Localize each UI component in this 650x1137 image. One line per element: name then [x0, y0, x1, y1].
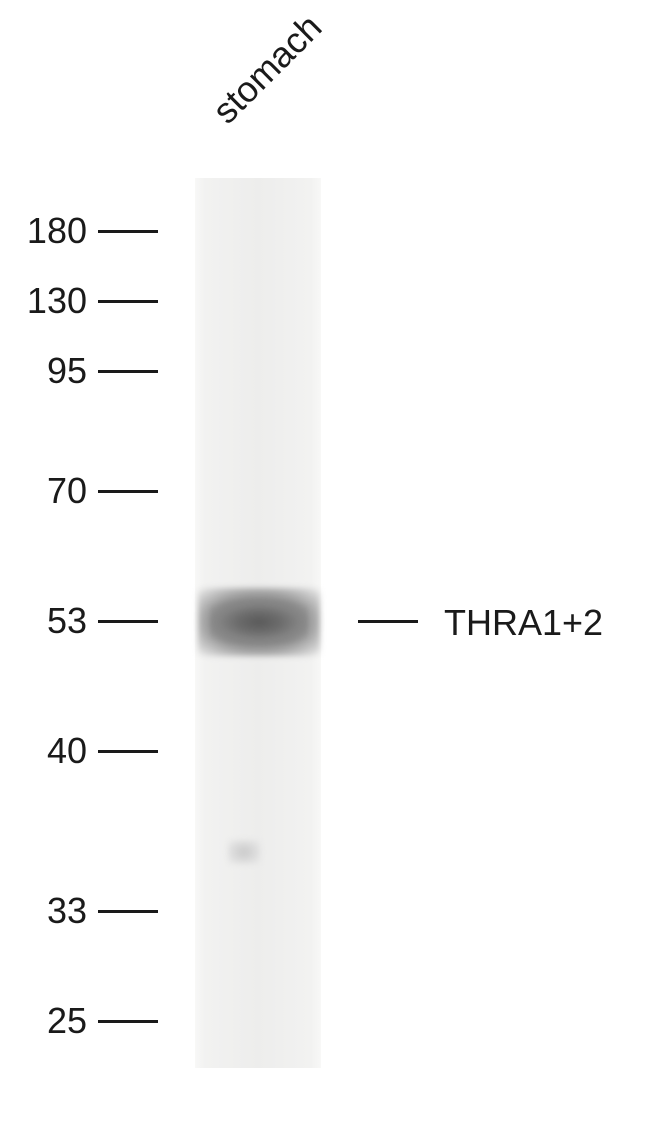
marker-tick-53 [98, 620, 158, 623]
marker-label-40: 40 [35, 730, 87, 772]
marker-label-95: 95 [35, 350, 87, 392]
marker-label-53: 53 [35, 600, 87, 642]
marker-tick-130 [98, 300, 158, 303]
marker-tick-180 [98, 230, 158, 233]
marker-label-130: 130 [15, 280, 87, 322]
lane-header: stomach [204, 6, 330, 132]
marker-label-180: 180 [15, 210, 87, 252]
marker-tick-25 [98, 1020, 158, 1023]
marker-tick-33 [98, 910, 158, 913]
marker-tick-70 [98, 490, 158, 493]
band-label: THRA1+2 [444, 602, 603, 644]
protein-band-core [210, 600, 308, 644]
band-indicator-tick [358, 620, 418, 623]
marker-label-70: 70 [35, 470, 87, 512]
marker-label-25: 25 [35, 1000, 87, 1042]
marker-tick-40 [98, 750, 158, 753]
marker-tick-95 [98, 370, 158, 373]
western-blot-figure: stomach 180 130 95 70 53 40 33 25 THRA1+… [0, 0, 650, 1137]
faint-spot [228, 840, 260, 864]
marker-label-33: 33 [35, 890, 87, 932]
